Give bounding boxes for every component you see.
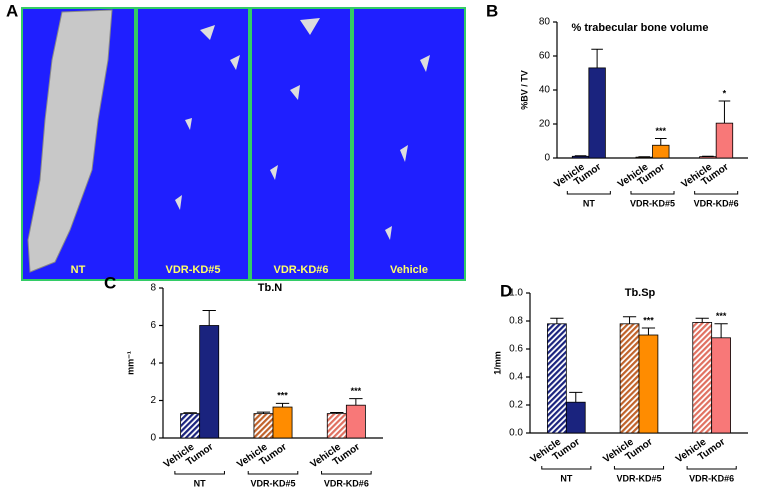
error-bar [695,317,709,323]
image-panel [21,7,466,281]
error-bar [256,411,271,414]
bar [547,323,567,434]
image-label: VDR-KD#5 [165,264,220,276]
y-tick-label: 0.2 [509,400,523,411]
chart-title: Tb.Sp [625,287,656,299]
y-axis-label: 1/mm [492,351,502,375]
image-tile [250,7,352,281]
group-bracket [686,466,737,470]
bar [638,334,659,434]
image-tile [136,7,250,281]
group-bracket [630,191,675,195]
y-axis-label: mm⁻¹ [125,351,135,375]
group-label: NT [583,198,595,208]
bar [565,401,586,434]
group-bracket [694,191,739,195]
y-tick-label: 4 [150,358,156,369]
significance: *** [716,311,727,321]
y-tick-label: 2 [150,395,156,406]
error-bar [569,391,583,403]
group-bracket [247,471,299,475]
bar [272,406,293,439]
y-tick-label: 60 [539,51,551,62]
chart-title: Tb.N [258,282,282,294]
group-label: NT [194,478,206,488]
error-bar [574,155,587,157]
panel-label: B [486,1,498,20]
y-tick-label: 0.4 [509,372,523,383]
panel-label: A [6,1,18,20]
bar [199,325,220,439]
error-bar [275,402,290,408]
bar [652,144,670,159]
significance: *** [656,126,667,136]
bar [715,122,734,159]
y-tick-label: 20 [539,119,551,130]
group-label: VDR-KD#6 [689,473,734,483]
error-bar [349,398,363,406]
group-label: VDR-KD#5 [630,198,675,208]
significance: *** [351,386,362,396]
y-tick-label: 0 [150,433,156,444]
y-tick-label: 0.6 [509,344,523,355]
group-label: VDR-KD#5 [250,478,295,488]
error-bar [641,327,656,335]
group-label: VDR-KD#6 [694,198,739,208]
bar [619,323,640,434]
error-bar [591,48,603,68]
y-tick-label: 1.0 [509,288,523,299]
panel-label: D [500,281,512,300]
significance: *** [277,391,288,401]
group-label: VDR-KD#6 [324,478,369,488]
error-bar [550,317,564,324]
image-label: VDR-KD#6 [273,264,328,276]
bar [345,404,366,439]
significance: *** [643,315,654,325]
group-bracket [541,466,592,470]
image-label: NT [71,264,86,276]
group-bracket [566,191,611,195]
y-tick-label: 0.0 [509,428,523,439]
bone-render [27,9,113,273]
image-label: Vehicle [390,264,428,276]
error-bar [654,137,667,146]
y-tick-label: 40 [539,85,551,96]
group-bracket [321,471,372,475]
group-bracket [613,466,665,470]
bar [711,337,731,434]
group-bracket [174,471,225,475]
bar [588,67,606,159]
error-bar [202,310,216,326]
y-tick-label: 80 [539,17,551,28]
bar [571,155,590,159]
y-tick-label: 0 [544,153,550,164]
error-bar [718,100,731,124]
group-label: NT [560,473,572,483]
bar [180,413,201,439]
bar [326,413,347,439]
error-bar [714,323,728,338]
image-tile [352,7,466,281]
bar [253,413,274,439]
error-bar [622,316,637,324]
error-bar [330,412,344,414]
bar [699,156,717,159]
panel-label: C [104,273,116,292]
error-bar [183,412,197,414]
chart-title: % trabecular bone volume [572,22,709,34]
group-label: VDR-KD#5 [616,473,661,483]
y-tick-label: 6 [150,320,156,331]
significance: * [723,88,727,98]
y-tick-label: 0.8 [509,316,523,327]
y-axis-label: %BV / TV [519,70,529,110]
y-tick-label: 8 [150,283,156,294]
bar [692,321,713,434]
